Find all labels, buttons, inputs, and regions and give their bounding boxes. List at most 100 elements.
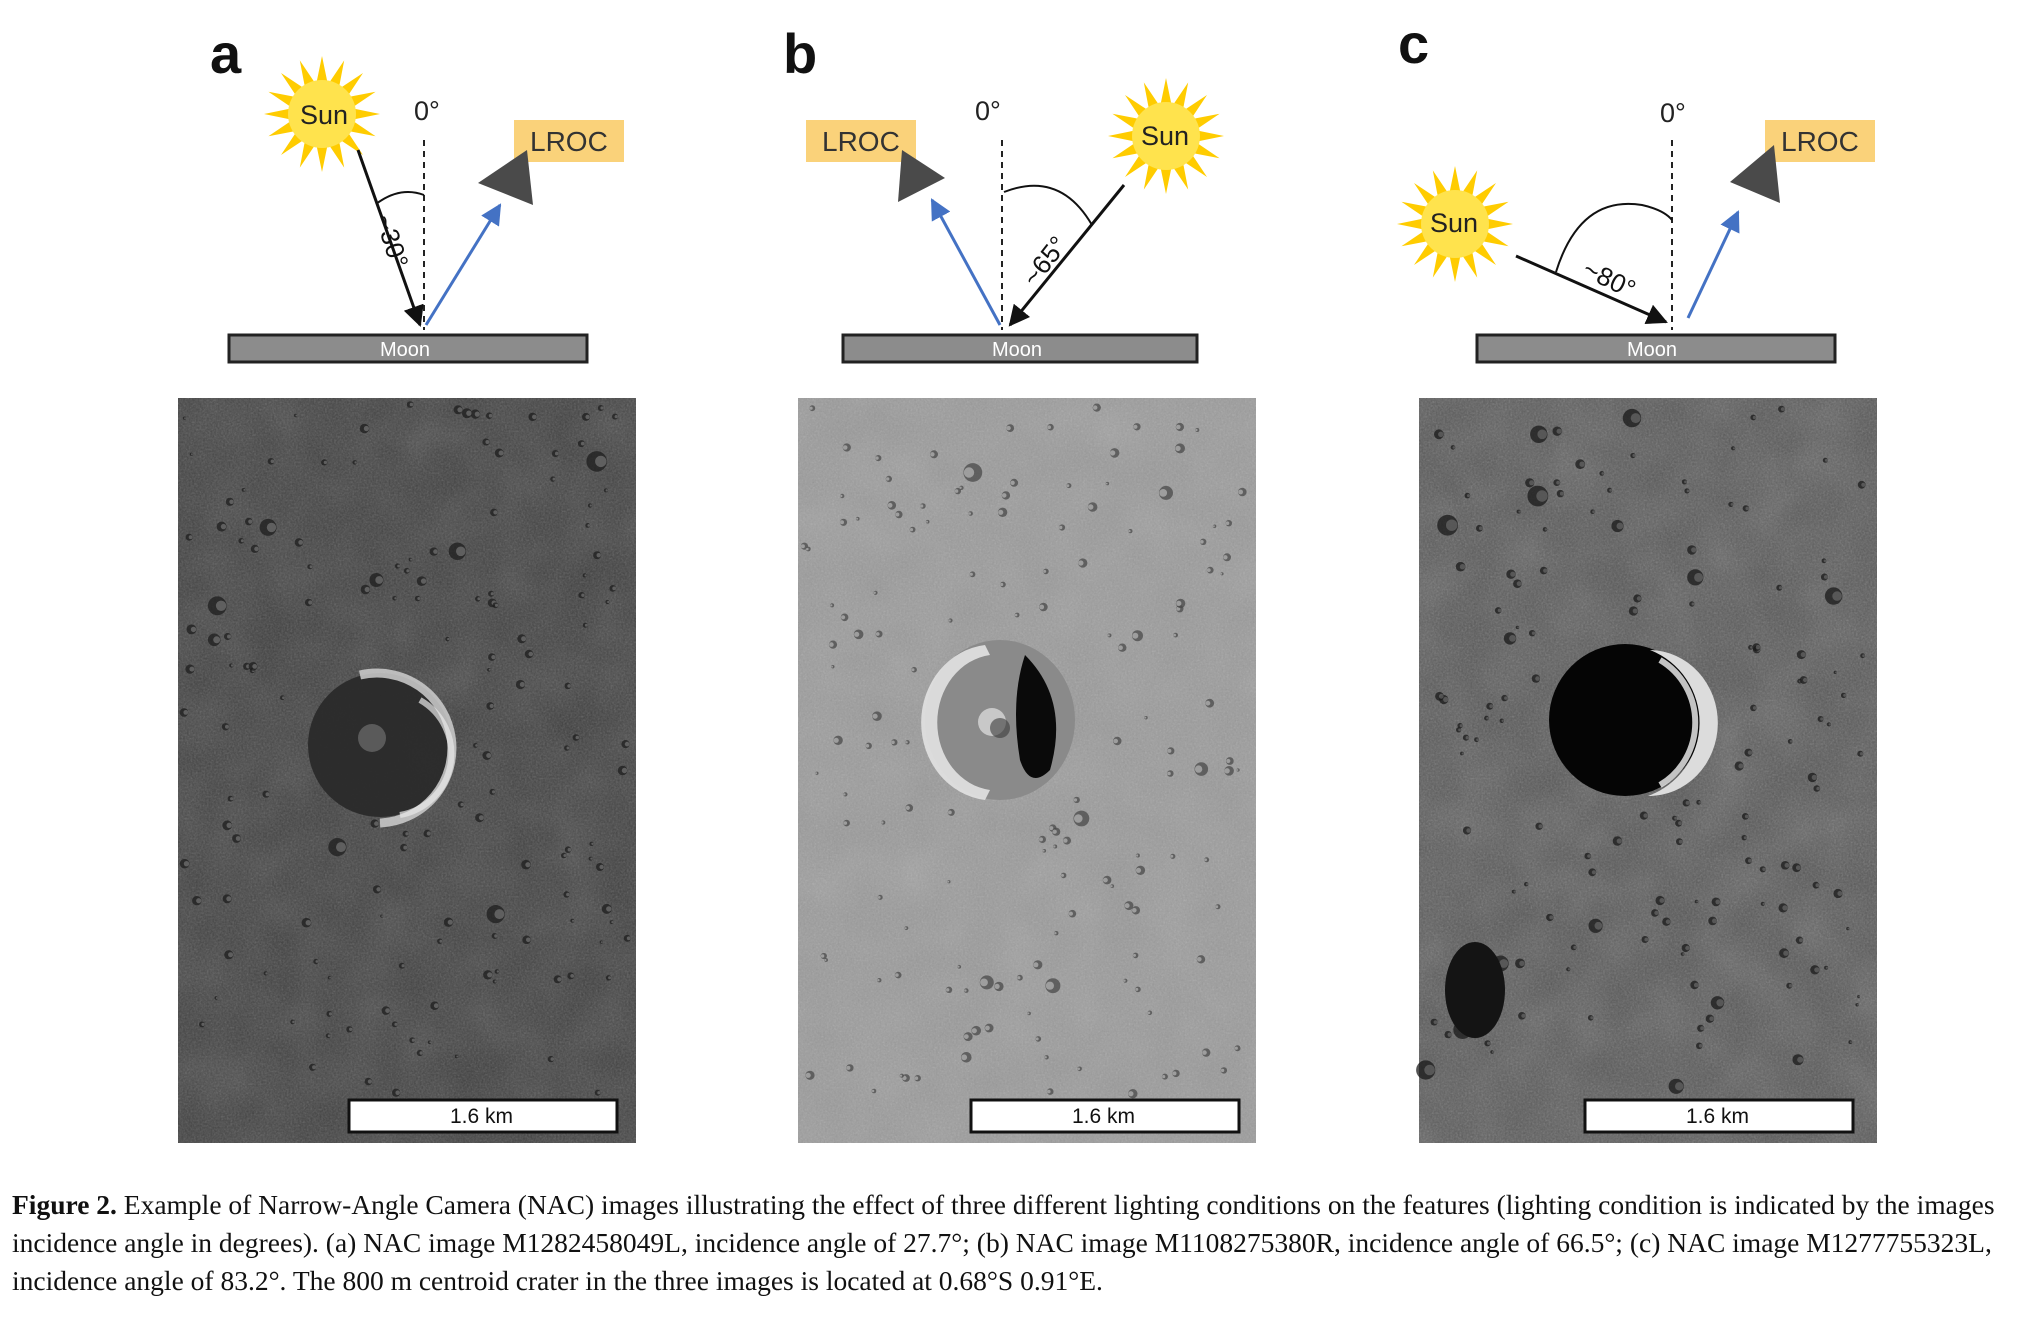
craterlet-rim [963, 1034, 969, 1039]
craterlet-rim [1752, 415, 1756, 420]
craterlet-rim [1529, 480, 1535, 486]
craterlet-rim [1516, 581, 1522, 587]
craterlet-rim [1694, 572, 1704, 582]
craterlet-rim [824, 959, 827, 961]
craterlet-rim [1170, 854, 1174, 858]
craterlet-rim [496, 970, 500, 973]
craterlet-rim [1128, 1091, 1134, 1097]
reflected-ray-arrow [1686, 210, 1740, 319]
craterlet-rim [1536, 490, 1548, 502]
lroc-label: LROC [530, 126, 608, 157]
craterlet-rim [215, 997, 218, 999]
craterlet-rim [349, 1027, 353, 1032]
lroc-label: LROC [1781, 126, 1859, 157]
craterlet-rim [1027, 1012, 1030, 1015]
craterlet-rim [1587, 854, 1591, 858]
craterlet-rim [230, 664, 234, 667]
craterlet-rim [1447, 1032, 1452, 1037]
surface-craterlets [1416, 405, 1866, 1094]
craterlet-rim [969, 572, 973, 576]
craterlet-rim [1061, 873, 1064, 877]
craterlet-rim [1630, 413, 1641, 424]
craterlet-rim [600, 941, 603, 943]
craterlet-rim [833, 737, 839, 743]
craterlet-rim [911, 668, 915, 672]
zero-degree-label: 0° [975, 96, 1001, 126]
craterlet-rim [1755, 645, 1761, 650]
craterlet-rim [570, 974, 575, 978]
craterlet-rim [1693, 982, 1699, 988]
craterlet-rim [1175, 445, 1181, 452]
lroc-box [514, 120, 624, 162]
craterlet-rim [1632, 608, 1638, 614]
craterlet-rim [235, 836, 241, 841]
craterlet-rim [376, 887, 381, 892]
craterlet-rim [948, 619, 951, 622]
craterlet-rim [305, 920, 311, 926]
craterlet-rim [1732, 447, 1736, 450]
craterlet-rim [1700, 1026, 1705, 1031]
scale-bar-label: 1.6 km [1686, 1105, 1749, 1128]
craterlet-rim [829, 642, 834, 647]
craterlet-rim [1861, 482, 1866, 487]
craterlet-rim [566, 892, 570, 897]
craterlet-rim [1696, 900, 1699, 903]
craterlet-rim [585, 414, 590, 420]
craterlet-rim [1616, 522, 1624, 530]
craterlet-rim [1487, 1041, 1491, 1046]
craterlet-rim [840, 494, 843, 498]
craterlet-rim [265, 792, 270, 797]
craterlet-rim [552, 477, 556, 481]
craterlet-rim [282, 696, 285, 699]
craterlet-rim [1113, 738, 1118, 744]
craterlet-rim [312, 1065, 317, 1070]
craterlet-rim [1549, 915, 1554, 920]
craterlet-rim [608, 976, 612, 980]
craterlet-rim [1811, 774, 1817, 781]
craterlet-rim [1778, 586, 1783, 590]
craterlet-rim [581, 593, 585, 597]
craterlet-rim [1738, 763, 1744, 769]
craterlet-rim [405, 832, 409, 836]
craterlet-rim [1118, 645, 1123, 650]
craterlet-rim [806, 547, 809, 551]
craterlet-rim [1088, 504, 1094, 510]
craterlet-rim [1035, 1037, 1039, 1041]
craterlet-rim [920, 504, 924, 508]
craterlet-rim [600, 406, 604, 410]
craterlet-rim [1044, 1056, 1047, 1059]
craterlet-rim [270, 459, 275, 464]
craterlet-rim [292, 1020, 295, 1024]
craterlet-rim [1862, 654, 1865, 657]
craterlet-rim [189, 666, 195, 672]
craterlet-rim [215, 600, 227, 611]
craterlet-rim [1824, 458, 1828, 462]
craterlet-rim [575, 735, 580, 740]
craterlet-rim [964, 989, 967, 992]
craterlet-rim [1049, 826, 1054, 831]
craterlet-rim [963, 467, 975, 478]
craterlet-rim [1685, 945, 1690, 951]
nac-image-c [1416, 398, 1877, 1143]
craterlet-rim [1467, 494, 1470, 498]
craterlet-rim [429, 1041, 432, 1044]
craterlet-rim [584, 623, 588, 627]
angle-arc [1003, 184, 1093, 226]
craterlet-rim [395, 1090, 401, 1095]
craterlet-rim [409, 402, 414, 407]
craterlet-rim [971, 1028, 977, 1034]
craterlet-rim [1814, 967, 1820, 973]
craterlet-rim [580, 441, 585, 446]
craterlet-rim [1632, 454, 1636, 457]
craterlet-rim [606, 906, 612, 912]
sun-icon [264, 56, 380, 172]
craterlet-rim [1039, 837, 1043, 842]
craterlet-rim [1843, 693, 1847, 697]
craterlet-rim [265, 972, 268, 975]
craterlet-rim [626, 936, 631, 941]
craterlet-rim [485, 440, 490, 444]
craterlet-rim [410, 558, 413, 561]
craterlet-rim [550, 1057, 555, 1061]
craterlet-rim [1795, 865, 1801, 871]
craterlet-rim [1107, 634, 1110, 637]
